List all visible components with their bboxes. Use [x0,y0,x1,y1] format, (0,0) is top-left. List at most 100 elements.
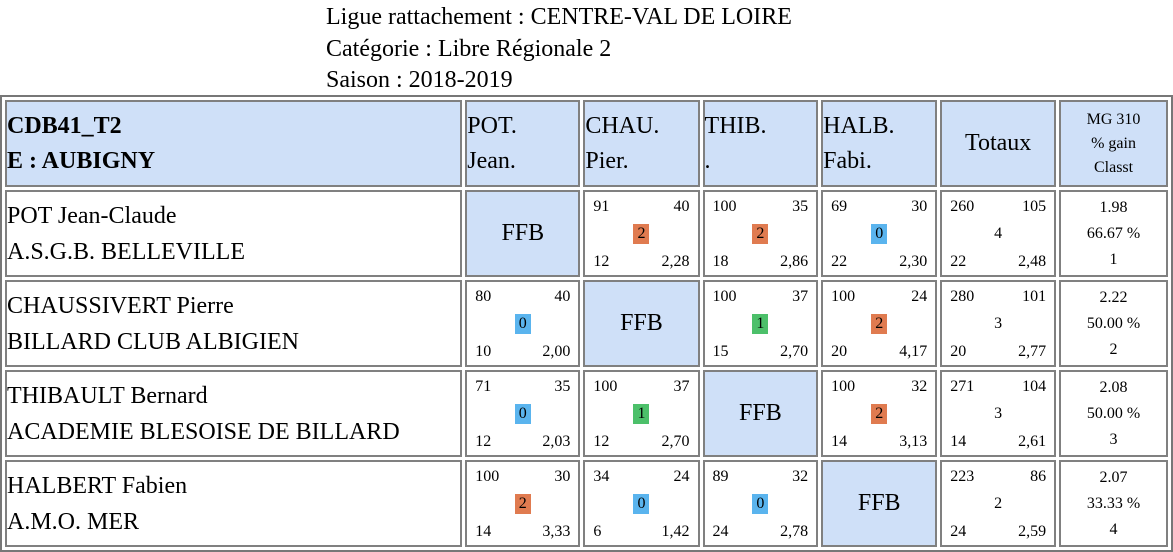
score-badge: 1 [752,313,769,334]
series-value: 14 [950,433,967,450]
points-value: 280 [950,288,975,305]
points-value: 100 [831,378,856,395]
categorie-line: Catégorie : Libre Régionale 2 [326,35,612,62]
player-cell: POT Jean-Claude A.S.G.B. BELLEVILLE [5,190,463,277]
mg-cell: 2.22 50.00 % 2 [1059,280,1168,367]
match-cell: 71 35 0 12 2,03 [465,370,581,457]
score-badge: 2 [871,313,888,334]
points-value: 34 [593,468,610,485]
reprises-value: 35 [792,198,809,215]
totals-cell: 223 86 2 24 2,59 [940,460,1057,547]
series-value: 14 [831,433,848,450]
win-percent: 50.00 % [1086,314,1141,332]
team-name: E : AUBIGNY [7,147,156,174]
reprises-value: 24 [673,468,690,485]
match-cell: 91 40 2 12 2,28 [583,190,700,277]
win-percent: 50.00 % [1086,404,1141,422]
player-cell: HALBERT Fabien A.M.O. MER [5,460,463,547]
mg-cell: 2.07 33.33 % 4 [1059,460,1168,547]
average-value: 2,70 [780,343,809,360]
points-value: 89 [712,468,729,485]
reprises-value: 40 [673,198,690,215]
column-header-chau: CHAU. Pier. [583,100,700,187]
total-score-value: 2 [994,494,1003,512]
player-cell: CHAUSSIVERT Pierre BILLARD CLUB ALBIGIEN [5,280,463,367]
points-value: 271 [950,378,975,395]
score-badge: 2 [752,223,769,244]
column-header-line1: CHAU. [585,112,660,139]
series-value: 20 [831,343,848,360]
average-value: 2,70 [661,433,690,450]
ligue-line: Ligue rattachement : CENTRE-VAL DE LOIRE [326,4,792,30]
rank-value: 3 [1109,430,1118,448]
match-cell: 100 37 1 12 2,70 [583,370,700,457]
score-badge: 1 [633,403,650,424]
reprises-value: 37 [673,378,690,395]
series-value: 24 [950,523,967,540]
series-value: 24 [712,523,729,540]
points-value: 260 [950,198,975,215]
team-code: CDB41_T2 [7,112,122,139]
series-value: 12 [593,433,610,450]
saison-line: Saison : 2018-2019 [326,67,513,93]
reprises-value: 30 [554,468,571,485]
player-club: BILLARD CLUB ALBIGIEN [7,328,299,355]
average-value: 2,61 [1018,433,1047,450]
points-value: 91 [593,198,610,215]
average-value: 4,17 [899,343,928,360]
player-cell: THIBAULT Bernard ACADEMIE BLESOISE DE BIL… [5,370,463,457]
player-name: THIBAULT Bernard [7,382,208,409]
series-value: 12 [593,253,610,270]
column-header-line2: Jean. [467,147,516,174]
column-header-line2: . [704,147,711,174]
reprises-value: 105 [1022,198,1047,215]
points-value: 223 [950,468,975,485]
win-percent: 66.67 % [1086,224,1141,242]
series-value: 20 [950,343,967,360]
match-cell: 89 32 0 24 2,78 [702,460,819,547]
average-value: 2,48 [1018,253,1047,270]
mg-header: MG 310 % gain Classt [1059,100,1168,187]
column-header-line1: THIB. [704,112,767,139]
points-value: 100 [712,198,737,215]
totals-cell: 260 105 4 22 2,48 [940,190,1057,277]
rank-value: 4 [1109,520,1118,538]
player-club: A.S.G.B. BELLEVILLE [7,238,245,265]
points-value: 69 [831,198,848,215]
totals-header: Totaux [940,100,1057,187]
average-value: 3,13 [899,433,928,450]
match-cell: 100 30 2 14 3,33 [465,460,581,547]
mg-value: 1.98 [1099,198,1128,216]
player-club: A.M.O. MER [7,508,140,535]
match-cell: 80 40 0 10 2,00 [465,280,581,367]
column-header-pot: POT. Jean. [465,100,581,187]
total-score-value: 3 [994,404,1003,422]
series-value: 14 [475,523,492,540]
reprises-value: 86 [1030,468,1047,485]
score-badge: 2 [514,493,531,514]
mg-header-line2: % gain [1091,134,1136,152]
score-badge: 0 [514,313,531,334]
player-name: HALBERT Fabien [7,472,188,499]
table-row: POT Jean-Claude A.S.G.B. BELLEVILLE FFB 91 4… [5,190,1168,277]
series-value: 18 [712,253,729,270]
player-name: POT Jean-Claude [7,202,177,229]
column-header-line1: HALB. [823,112,895,139]
rank-value: 2 [1109,340,1118,358]
column-header-line2: Pier. [585,147,629,174]
average-value: 2,28 [661,253,690,270]
points-value: 71 [475,378,492,395]
match-cell: 100 37 1 15 2,70 [702,280,819,367]
score-badge: 0 [752,493,769,514]
score-badge: 2 [633,223,650,244]
average-value: 2,78 [780,523,809,540]
ffb-cell: FFB [465,190,581,277]
match-cell: 100 35 2 18 2,86 [702,190,819,277]
reprises-value: 101 [1022,288,1047,305]
score-badge: 0 [871,223,888,244]
mg-value: 2.22 [1099,288,1128,306]
mg-header-line1: MG 310 [1086,110,1141,128]
mg-value: 2.07 [1099,468,1128,486]
match-cell: 34 24 0 6 1,42 [583,460,700,547]
average-value: 2,03 [542,433,571,450]
